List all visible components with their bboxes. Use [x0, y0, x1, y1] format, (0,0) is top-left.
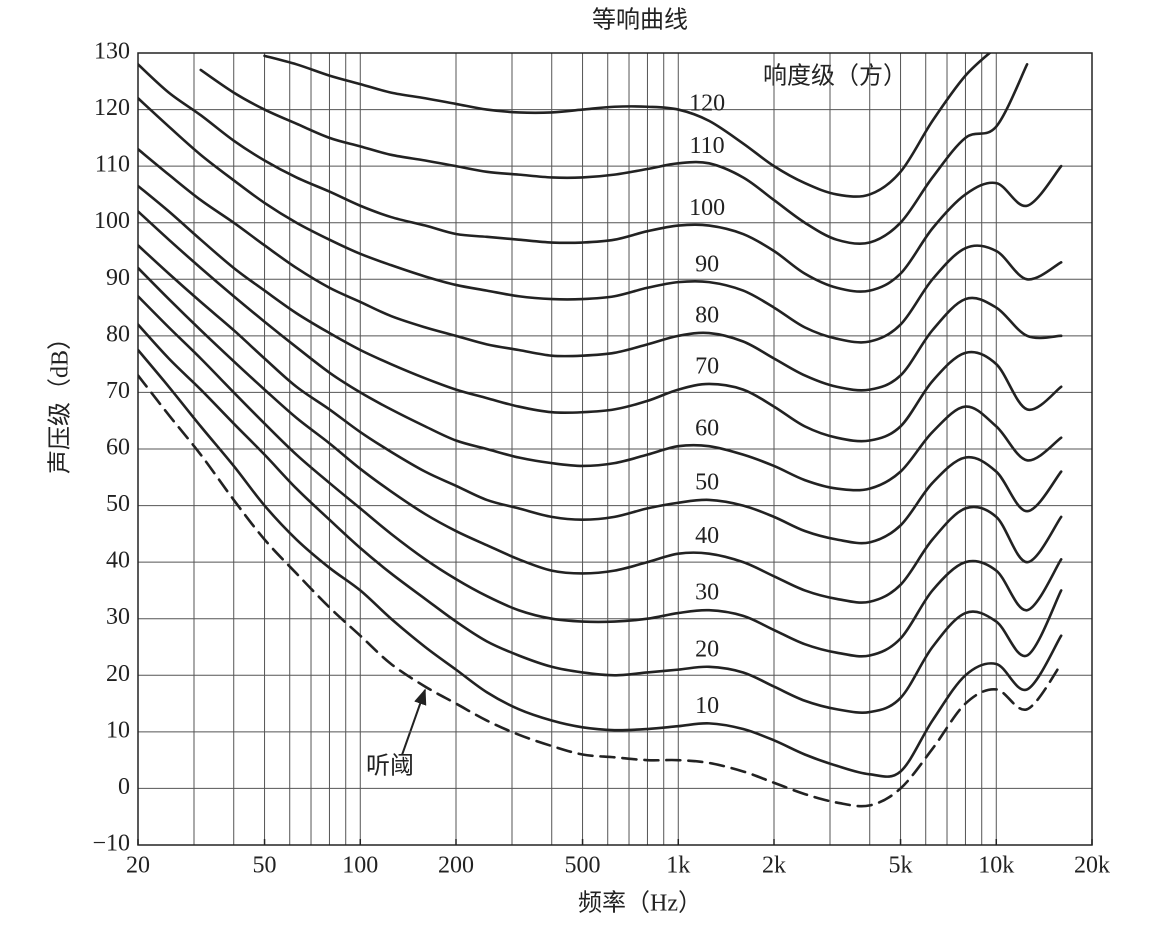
y-tick-label: 90 — [106, 265, 130, 291]
y-axis-label: 声压级（dB） — [47, 326, 74, 474]
y-tick-label: 80 — [106, 321, 130, 347]
curve-label: 50 — [695, 469, 719, 495]
curve-label: 20 — [695, 636, 719, 662]
curve — [138, 374, 1063, 808]
chart-title: 等响曲线 — [592, 7, 688, 34]
plot-frame — [137, 52, 1093, 846]
x-tick-label: 20k — [1074, 853, 1110, 879]
x-tick-label: 1k — [666, 853, 690, 879]
annotation-arrow — [401, 688, 427, 756]
curve-label: 100 — [689, 195, 725, 221]
curve — [138, 294, 1063, 658]
y-tick-label: 10 — [106, 717, 130, 743]
curve — [138, 63, 1063, 293]
x-axis-label: 频率（Hz） — [578, 890, 702, 917]
x-tick-label: 200 — [438, 853, 474, 879]
x-tick-label: 100 — [342, 853, 378, 879]
grid — [137, 52, 1093, 846]
annotation: 响度级（方） — [763, 63, 907, 90]
curve-label: 10 — [695, 693, 719, 719]
y-tick-label: 20 — [106, 661, 130, 687]
curve — [138, 266, 1063, 604]
curve-label: 70 — [695, 353, 719, 379]
x-tick-label: 500 — [565, 853, 601, 879]
curve — [199, 63, 1029, 246]
curve — [138, 210, 1063, 492]
y-tick-label: −10 — [92, 831, 130, 857]
curve — [138, 147, 1063, 392]
y-tick-label: 70 — [106, 378, 130, 404]
x-tick-label: 10k — [978, 853, 1014, 879]
y-tick-label: 120 — [94, 95, 130, 121]
y-tick-label: 110 — [95, 152, 130, 178]
curve — [138, 184, 1063, 443]
curve-label: 120 — [689, 90, 725, 116]
y-tick-label: 30 — [106, 604, 130, 630]
curves — [138, 53, 1063, 808]
curve-label: 110 — [690, 133, 725, 159]
curve — [263, 53, 992, 198]
y-tick-label: 40 — [106, 548, 130, 574]
curve-label: 90 — [695, 252, 719, 278]
curve-label: 30 — [695, 580, 719, 606]
x-tick-label: 5k — [889, 853, 913, 879]
y-tick-label: 60 — [106, 435, 130, 461]
y-tick-label: 0 — [118, 774, 130, 800]
x-tick-label: 50 — [253, 853, 277, 879]
curve-label: 40 — [695, 523, 719, 549]
curve-label: 60 — [695, 416, 719, 442]
curve — [138, 323, 1063, 714]
threshold-label: 听阈 — [366, 753, 414, 780]
x-tick-label: 2k — [762, 853, 786, 879]
y-tick-label: 100 — [94, 208, 130, 234]
y-tick-label: 130 — [94, 39, 130, 65]
curve — [138, 348, 1063, 778]
curve-label: 80 — [695, 303, 719, 329]
x-tick-label: 20 — [126, 853, 150, 879]
y-tick-label: 50 — [106, 491, 130, 517]
curve — [138, 244, 1063, 545]
curve — [138, 96, 1063, 344]
